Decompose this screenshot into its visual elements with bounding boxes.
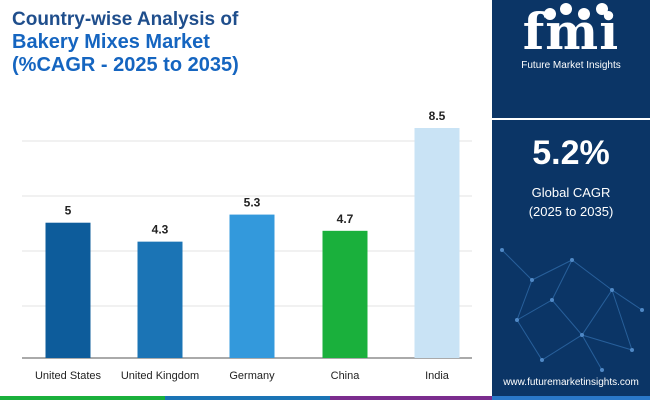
title-line-2: Bakery Mixes Market <box>12 31 210 53</box>
summary-panel: fmi Future Market Insights 5.2% Global C… <box>492 0 650 400</box>
logo-figures-icon <box>544 3 608 20</box>
x-tick-label: India <box>425 370 450 382</box>
bottom-bar-blue-right <box>492 396 650 400</box>
data-label: 8.5 <box>429 109 446 123</box>
bar <box>414 128 460 358</box>
data-label: 5 <box>65 204 72 218</box>
global-cagr-label-line-1: Global CAGR <box>531 185 611 200</box>
logo-text: Future Market Insights <box>521 60 621 71</box>
logo: fmi <box>522 2 620 61</box>
bar <box>137 241 183 358</box>
bar <box>322 230 368 358</box>
x-tick-label: Germany <box>229 370 275 382</box>
network-pattern-icon <box>500 248 644 372</box>
panel-divider <box>492 118 650 120</box>
bar <box>45 222 91 358</box>
bottom-bar-blue <box>165 396 330 400</box>
title-line-1: Country-wise Analysis of <box>12 9 239 30</box>
chart-title: Country-wise Analysis of Bakery Mixes Ma… <box>12 8 239 77</box>
data-label: 4.7 <box>337 212 354 226</box>
global-cagr-value: 5.2% <box>532 134 610 172</box>
x-tick-label: China <box>331 370 361 382</box>
global-cagr-label-line-2: (2025 to 2035) <box>528 204 614 219</box>
bar <box>229 214 275 358</box>
website-link[interactable]: www.futuremarketinsights.com <box>503 377 639 388</box>
title-line-3: (%CAGR - 2025 to 2035) <box>12 54 239 76</box>
data-label: 5.3 <box>244 196 261 210</box>
x-tick-label: United Kingdom <box>121 370 199 382</box>
global-cagr-label: Global CAGR (2025 to 2035) <box>492 183 650 221</box>
x-tick-label: United States <box>35 370 102 382</box>
bottom-bar-green <box>0 396 165 400</box>
bar-chart: 5 United States 4.3 United Kingdom 5.3 German… <box>22 109 472 382</box>
bottom-bar-purple <box>330 396 492 400</box>
data-label: 4.3 <box>152 223 169 237</box>
